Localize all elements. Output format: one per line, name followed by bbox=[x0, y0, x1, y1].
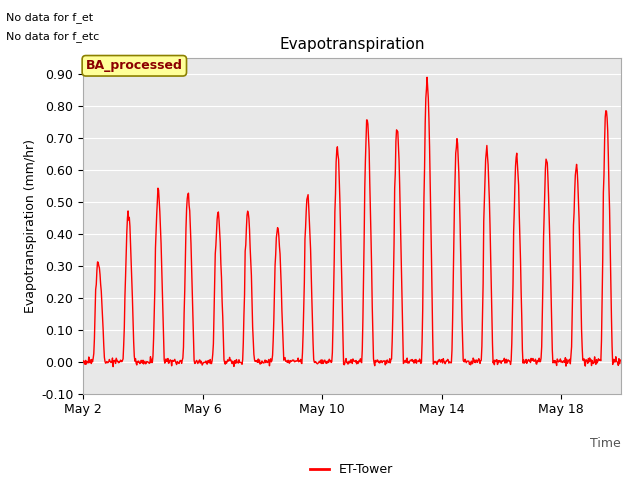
Text: BA_processed: BA_processed bbox=[86, 60, 183, 72]
Y-axis label: Evapotranspiration (mm/hr): Evapotranspiration (mm/hr) bbox=[24, 139, 37, 312]
Text: No data for f_et: No data for f_et bbox=[6, 12, 93, 23]
Title: Evapotranspiration: Evapotranspiration bbox=[279, 37, 425, 52]
Legend: ET-Tower: ET-Tower bbox=[305, 458, 399, 480]
Text: Time: Time bbox=[590, 437, 621, 450]
Text: No data for f_etc: No data for f_etc bbox=[6, 31, 100, 42]
